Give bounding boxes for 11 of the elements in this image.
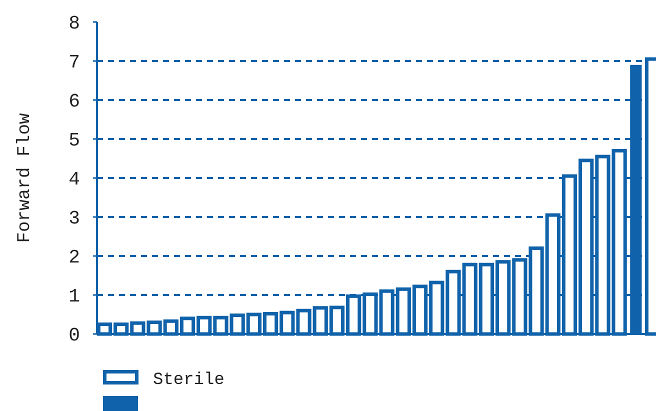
- y-tick-label: 3: [68, 208, 80, 230]
- y-tick-label: 5: [68, 130, 80, 152]
- y-tick-label: 4: [68, 168, 80, 191]
- y-tick-label: 2: [68, 246, 80, 269]
- y-tick-label: 8: [68, 12, 80, 35]
- y-tick-label: 6: [68, 90, 80, 113]
- legend-label: Sterile: [153, 370, 224, 390]
- y-axis-title: Forward Flow: [15, 112, 35, 243]
- y-tick-label: 1: [68, 286, 80, 308]
- y-tick-label: 0: [68, 324, 80, 347]
- y-tick-label: 7: [68, 52, 80, 74]
